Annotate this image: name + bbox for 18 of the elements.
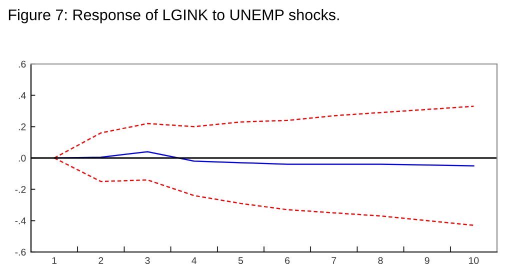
- x-tick-label: 1: [52, 257, 57, 264]
- y-tick-label: .4: [18, 92, 26, 99]
- x-tick-label: 9: [424, 257, 430, 264]
- x-tick-label: 5: [238, 257, 243, 264]
- y-tick-label: -.2: [15, 186, 26, 193]
- y-tick-label: -.6: [15, 248, 26, 256]
- x-tick-label: 7: [332, 257, 336, 264]
- chart-title: Figure 7: Response of LGINK to UNEMP shocks.: [8, 9, 339, 24]
- x-tick-label: 4: [192, 257, 197, 264]
- x-tick-label: 3: [145, 257, 150, 264]
- x-tick-label: 8: [378, 257, 383, 264]
- y-tick-label: .6: [18, 60, 26, 68]
- x-tick-label: 2: [98, 257, 104, 264]
- x-tick-label: 10: [469, 257, 479, 264]
- y-tick-label: .0: [18, 154, 26, 162]
- y-tick-label: .2: [18, 123, 26, 130]
- x-tick-label: 6: [285, 257, 290, 264]
- y-tick-label: -.4: [15, 218, 26, 224]
